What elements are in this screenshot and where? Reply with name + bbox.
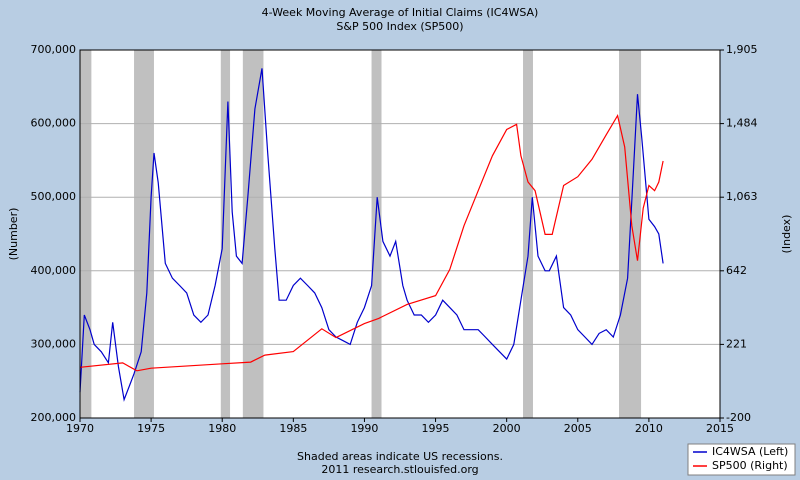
y-tick-label: 400,000: [31, 264, 77, 277]
chart-subtitle: S&P 500 Index (SP500): [336, 20, 463, 33]
legend-label: IC4WSA (Left): [712, 445, 788, 458]
chart-title: 4-Week Moving Average of Initial Claims …: [262, 6, 539, 19]
recession-band: [134, 50, 154, 418]
legend: [687, 443, 796, 476]
series-line: [79, 68, 664, 402]
recession-band: [80, 50, 92, 418]
y-tick-label: 200,000: [31, 411, 77, 424]
x-tick-label: 2005: [564, 422, 592, 435]
y2-tick-label: 1,063: [726, 190, 758, 203]
y2-axis-label: (Index): [780, 215, 793, 254]
note: Shaded areas indicate US recessions.: [297, 450, 503, 463]
y-tick-label: 700,000: [31, 43, 77, 56]
y-tick-label: 500,000: [31, 190, 77, 203]
y-tick-label: 300,000: [31, 337, 77, 350]
x-tick-label: 2015: [706, 422, 734, 435]
x-tick-label: 1970: [66, 422, 94, 435]
x-tick-label: 1980: [208, 422, 236, 435]
y-axis-label: (Number): [7, 208, 20, 261]
y2-tick-label: -200: [726, 411, 751, 424]
y2-tick-label: 1,905: [726, 43, 758, 56]
plot-border: [79, 49, 721, 419]
y2-tick-label: 221: [726, 337, 747, 350]
recession-band: [242, 50, 264, 418]
x-tick-label: 2010: [635, 422, 663, 435]
x-tick-label: 1995: [422, 422, 450, 435]
x-tick-label: 1975: [137, 422, 165, 435]
plot-area: [80, 50, 720, 418]
y2-tick-label: 642: [726, 264, 747, 277]
legend-label: SP500 (Right): [712, 459, 788, 472]
recession-band: [523, 50, 533, 418]
x-tick-label: 1990: [350, 422, 378, 435]
source: 2011 research.stlouisfed.org: [321, 463, 478, 476]
x-tick-label: 2000: [493, 422, 521, 435]
x-tick-label: 1985: [279, 422, 307, 435]
recession-band: [220, 50, 231, 418]
y-tick-label: 600,000: [31, 117, 77, 130]
series-line: [79, 113, 664, 372]
recession-band: [371, 50, 382, 418]
y2-tick-label: 1,484: [726, 117, 758, 130]
